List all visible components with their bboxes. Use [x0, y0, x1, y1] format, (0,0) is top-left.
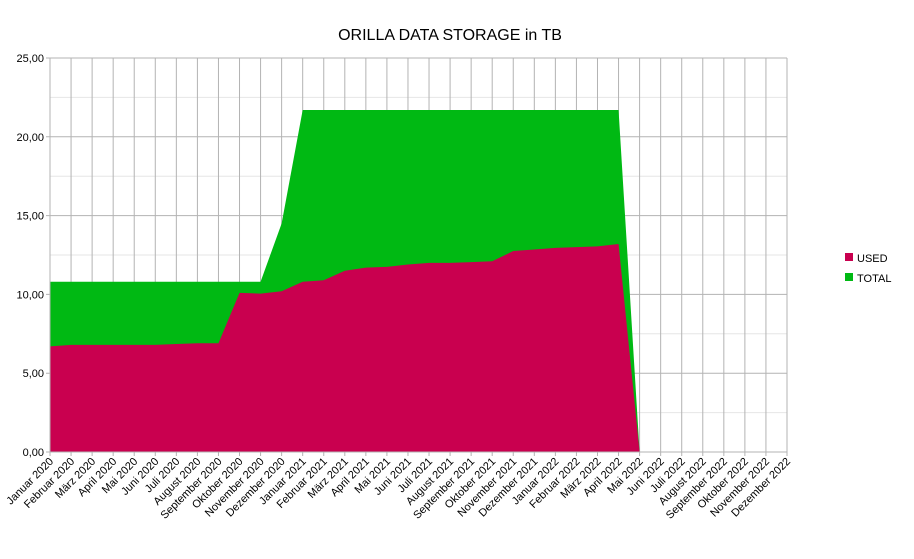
y-tick-label: 10,00	[16, 289, 44, 301]
legend-label: USED	[857, 253, 888, 265]
legend-label: TOTAL	[857, 273, 891, 285]
y-tick-label: 20,00	[16, 132, 44, 144]
area	[50, 243, 640, 452]
y-tick-label: 25,00	[16, 53, 44, 65]
y-tick-label: 15,00	[16, 211, 44, 223]
legend-swatch	[845, 253, 853, 261]
y-tick-label: 5,00	[23, 368, 44, 380]
chart-title: ORILLA DATA STORAGE in TB	[338, 27, 562, 44]
y-tick-label: 0,00	[23, 447, 44, 459]
legend-swatch	[845, 273, 853, 281]
